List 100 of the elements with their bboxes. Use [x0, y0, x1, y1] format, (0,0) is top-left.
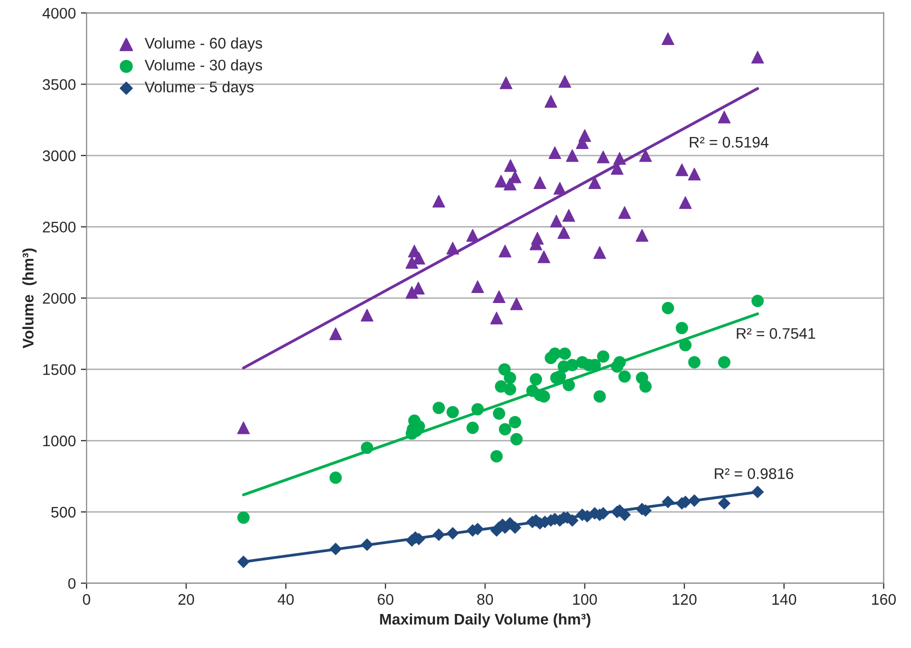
- point: [360, 442, 374, 454]
- point: [446, 527, 459, 540]
- point: [639, 149, 652, 162]
- point: [588, 176, 602, 189]
- y-tick-label: 2000: [42, 292, 76, 304]
- y-tick-label: 1500: [43, 364, 76, 376]
- annotation: R² = 0.7541: [736, 328, 816, 339]
- point: [329, 472, 342, 484]
- legend-label: Volume - 60 days: [144, 37, 262, 52]
- point: [550, 214, 563, 228]
- point: [751, 50, 764, 64]
- point: [594, 390, 606, 403]
- point: [718, 356, 730, 368]
- point: [558, 75, 572, 88]
- point: [471, 403, 484, 416]
- y-tick-label: 4000: [42, 8, 76, 19]
- point: [432, 402, 445, 414]
- point: [492, 407, 506, 420]
- point: [679, 196, 692, 209]
- point: [432, 528, 445, 541]
- point: [530, 373, 542, 386]
- legend-label: Volume - 30 days: [144, 59, 262, 74]
- point: [510, 433, 523, 446]
- point: [498, 244, 512, 258]
- point: [490, 450, 503, 462]
- point: [548, 146, 562, 160]
- point: [498, 363, 511, 376]
- x-tick-label: 140: [772, 594, 796, 605]
- point: [237, 556, 250, 568]
- y-tick-label: 3000: [42, 150, 76, 162]
- x-tick-label: 20: [178, 594, 194, 605]
- point: [466, 422, 479, 434]
- point: [679, 338, 692, 352]
- x-axis-title: Maximum Daily Volume (hm³): [380, 613, 590, 628]
- x-tick-label: 0: [82, 594, 90, 605]
- point: [718, 110, 731, 124]
- point: [618, 370, 631, 383]
- x-tick-label: 60: [378, 594, 394, 605]
- point: [446, 406, 459, 418]
- point: [662, 496, 674, 508]
- point: [492, 290, 506, 304]
- x-tick-label: 40: [278, 594, 294, 605]
- point: [504, 383, 516, 396]
- point: [510, 297, 523, 310]
- point: [553, 182, 566, 195]
- point: [578, 129, 592, 142]
- point: [662, 302, 674, 314]
- point: [500, 76, 512, 90]
- point: [360, 308, 374, 322]
- point: [508, 416, 522, 428]
- x-tick-label: 100: [573, 594, 597, 605]
- annotation: R² = 0.5194: [690, 136, 768, 148]
- point: [466, 228, 480, 242]
- point: [613, 152, 626, 165]
- y-tick-label: 2500: [42, 222, 76, 232]
- point: [688, 494, 701, 507]
- point: [237, 421, 250, 434]
- point: [490, 312, 503, 324]
- point: [558, 348, 571, 360]
- point: [613, 356, 626, 368]
- point: [688, 356, 701, 368]
- point: [597, 350, 610, 363]
- point: [557, 226, 570, 239]
- point: [446, 242, 460, 255]
- point: [406, 256, 418, 269]
- point: [508, 521, 522, 534]
- point: [360, 538, 374, 551]
- x-tick-label: 120: [672, 594, 697, 605]
- y-tick-label: 1000: [43, 436, 76, 446]
- point: [504, 159, 517, 172]
- point: [562, 378, 575, 392]
- point: [494, 174, 508, 188]
- y-axis-title: Volume (hm³): [22, 248, 37, 348]
- point: [531, 232, 544, 245]
- point: [566, 149, 579, 162]
- point: [639, 380, 652, 393]
- point: [538, 250, 550, 264]
- point: [237, 511, 250, 524]
- point: [636, 228, 648, 242]
- point: [751, 486, 764, 498]
- point: [412, 252, 426, 265]
- y-tick-label: 500: [51, 506, 76, 518]
- point: [498, 423, 512, 436]
- x-tick-label: 80: [477, 594, 494, 605]
- point: [596, 150, 610, 164]
- point: [566, 358, 578, 372]
- point: [751, 294, 764, 308]
- point: [471, 280, 484, 294]
- point: [432, 194, 446, 208]
- point: [593, 246, 606, 259]
- point: [688, 168, 701, 180]
- y-tick-label: 3500: [42, 79, 76, 90]
- point: [662, 32, 674, 45]
- point: [544, 94, 558, 108]
- legend-label: Volume - 5 days: [144, 81, 254, 96]
- point: [676, 163, 688, 176]
- point: [718, 497, 730, 510]
- x-tick-label: 160: [872, 594, 896, 605]
- point: [618, 206, 631, 219]
- point: [562, 209, 576, 222]
